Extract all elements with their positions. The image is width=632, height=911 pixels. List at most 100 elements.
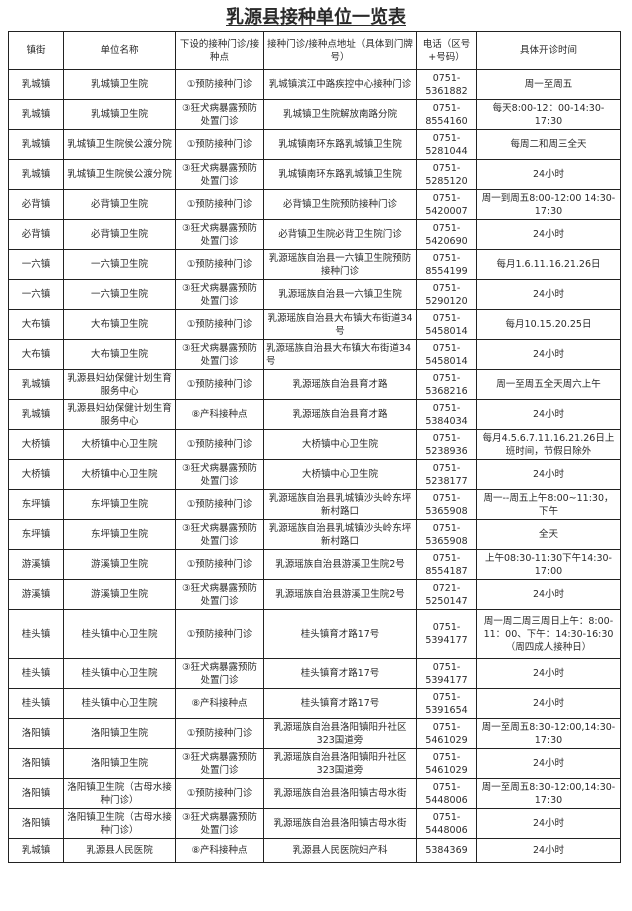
hours-cell: 每月4.5.6.7.11.16.21.26日上班时间，节假日除外 xyxy=(476,429,621,460)
phone-cell: 0751-5365908 xyxy=(416,489,477,520)
address-cell: 桂头镇育才路17号 xyxy=(263,688,417,719)
town-cell: 乳城镇 xyxy=(8,69,64,100)
unit-name-cell: 东坪镇卫生院 xyxy=(63,489,176,520)
town-cell: 必背镇 xyxy=(8,219,64,250)
clinic-cell: ③狂犬病暴露预防处置门诊 xyxy=(175,99,264,130)
clinic-cell: ③狂犬病暴露预防处置门诊 xyxy=(175,519,264,550)
town-cell: 必背镇 xyxy=(8,189,64,220)
town-cell: 乳城镇 xyxy=(8,159,64,190)
table-row: 必背镇 必背镇卫生院 ③狂犬病暴露预防处置门诊 必背镇卫生院必背卫生院门诊 0751-5… xyxy=(8,219,621,250)
unit-name-cell: 洛阳镇卫生院（古母水接种门诊） xyxy=(63,778,176,809)
hours-cell: 24小时 xyxy=(476,748,621,779)
unit-name-cell: 洛阳镇卫生院 xyxy=(63,718,176,749)
town-cell: 乳城镇 xyxy=(8,129,64,160)
unit-name-cell: 大布镇卫生院 xyxy=(63,309,176,340)
town-cell: 大桥镇 xyxy=(8,429,64,460)
hours-cell: 上午08:30-11:30下午14:30-17:00 xyxy=(476,549,621,580)
hours-cell: 每天8:00-12：00-14:30-17:30 xyxy=(476,99,621,130)
phone-cell: 0751-5368216 xyxy=(416,369,477,400)
town-cell: 大布镇 xyxy=(8,309,64,340)
town-cell: 乳城镇 xyxy=(8,99,64,130)
unit-name-cell: 桂头镇中心卫生院 xyxy=(63,609,176,659)
table-row: 桂头镇 桂头镇中心卫生院 ③狂犬病暴露预防处置门诊 桂头镇育才路17号 0751-539… xyxy=(8,658,621,689)
address-cell: 乳源瑶族自治县育才路 xyxy=(263,399,417,430)
town-cell: 乳城镇 xyxy=(8,838,64,863)
town-cell: 大布镇 xyxy=(8,339,64,370)
unit-name-cell: 乳城镇卫生院 xyxy=(63,69,176,100)
phone-cell: 0751-5365908 xyxy=(416,519,477,550)
clinic-cell: ③狂犬病暴露预防处置门诊 xyxy=(175,658,264,689)
unit-name-cell: 乳城镇卫生院侯公渡分院 xyxy=(63,159,176,190)
phone-cell: 0751-5394177 xyxy=(416,609,477,659)
table-row: 游溪镇 游溪镇卫生院 ③狂犬病暴露预防处置门诊 乳源瑶族自治县游溪卫生院2号 0721-… xyxy=(8,579,621,610)
hours-cell: 周一--周五上午8:00~11:30，下午 xyxy=(476,489,621,520)
address-cell: 桂头镇育才路17号 xyxy=(263,609,417,659)
unit-name-cell: 乳城镇卫生院 xyxy=(63,99,176,130)
clinic-cell: ①预防接种门诊 xyxy=(175,249,264,280)
table-row: 游溪镇 游溪镇卫生院 ①预防接种门诊 乳源瑶族自治县游溪卫生院2号 0751-85541… xyxy=(8,549,621,580)
table-row: 洛阳镇 洛阳镇卫生院（古母水接种门诊） ③狂犬病暴露预防处置门诊 乳源瑶族自治县洛阳镇… xyxy=(8,808,621,839)
unit-name-cell: 洛阳镇卫生院（古母水接种门诊） xyxy=(63,808,176,839)
address-cell: 大桥镇中心卫生院 xyxy=(263,459,417,490)
table-row: 洛阳镇 洛阳镇卫生院 ①预防接种门诊 乳源瑶族自治县洛阳镇阳升社区323国道旁 0751… xyxy=(8,718,621,749)
address-cell: 大桥镇中心卫生院 xyxy=(263,429,417,460)
phone-cell: 0751-5461029 xyxy=(416,748,477,779)
town-cell: 游溪镇 xyxy=(8,549,64,580)
table-row: 大布镇 大布镇卫生院 ③狂犬病暴露预防处置门诊 乳源瑶族自治县大布镇大布街道34号 07… xyxy=(8,339,621,370)
column-header-address: 接种门诊/接种点地址（具体到门牌号） xyxy=(263,31,417,70)
column-header-town: 镇街 xyxy=(8,31,64,70)
hours-cell: 周一至周五全天周六上午 xyxy=(476,369,621,400)
address-cell: 乳源瑶族自治县一六镇卫生院预防接种门诊 xyxy=(263,249,417,280)
unit-name-cell: 大布镇卫生院 xyxy=(63,339,176,370)
unit-name-cell: 桂头镇中心卫生院 xyxy=(63,658,176,689)
town-cell: 乳城镇 xyxy=(8,369,64,400)
address-cell: 乳源瑶族自治县大布镇大布街道34号 xyxy=(263,309,417,340)
clinic-cell: ③狂犬病暴露预防处置门诊 xyxy=(175,159,264,190)
hours-cell: 24小时 xyxy=(476,579,621,610)
address-cell: 乳源瑶族自治县游溪卫生院2号 xyxy=(263,579,417,610)
address-cell: 必背镇卫生院必背卫生院门诊 xyxy=(263,219,417,250)
phone-cell: 0751-5458014 xyxy=(416,309,477,340)
table-header-row: 镇街 单位名称 下设的接种门诊/接种点 接种门诊/接种点地址（具体到门牌号） 电… xyxy=(8,31,621,70)
table-row: 大桥镇 大桥镇中心卫生院 ③狂犬病暴露预防处置门诊 大桥镇中心卫生院 0751-5238… xyxy=(8,459,621,490)
clinic-cell: ⑧产科接种点 xyxy=(175,399,264,430)
phone-cell: 0751-5394177 xyxy=(416,658,477,689)
phone-cell: 0751-8554160 xyxy=(416,99,477,130)
unit-name-cell: 乳城镇卫生院侯公渡分院 xyxy=(63,129,176,160)
hours-cell: 周一周二周三周日上午：8:00-11：00、下午：14:30-16:30（周四成… xyxy=(476,609,621,659)
clinic-cell: ③狂犬病暴露预防处置门诊 xyxy=(175,579,264,610)
clinic-cell: ①预防接种门诊 xyxy=(175,778,264,809)
address-cell: 乳源瑶族自治县洛阳镇古母水街 xyxy=(263,778,417,809)
hours-cell: 24小时 xyxy=(476,688,621,719)
address-cell: 乳源瑶族自治县游溪卫生院2号 xyxy=(263,549,417,580)
hours-cell: 24小时 xyxy=(476,159,621,190)
hours-cell: 24小时 xyxy=(476,658,621,689)
clinic-cell: ③狂犬病暴露预防处置门诊 xyxy=(175,339,264,370)
town-cell: 一六镇 xyxy=(8,249,64,280)
phone-cell: 0751-5391654 xyxy=(416,688,477,719)
clinic-cell: ③狂犬病暴露预防处置门诊 xyxy=(175,808,264,839)
phone-cell: 0751-5461029 xyxy=(416,718,477,749)
column-header-phone: 电话（区号+号码） xyxy=(416,31,477,70)
hours-cell: 周一至周五 xyxy=(476,69,621,100)
town-cell: 东坪镇 xyxy=(8,519,64,550)
clinic-cell: ③狂犬病暴露预防处置门诊 xyxy=(175,219,264,250)
hours-cell: 周一到周五8:00-12:00 14:30-17:30 xyxy=(476,189,621,220)
phone-cell: 0751-5238177 xyxy=(416,459,477,490)
table-row: 乳城镇 乳城镇卫生院 ③狂犬病暴露预防处置门诊 乳城镇卫生院解放南路分院 0751-85… xyxy=(8,99,621,130)
address-cell: 乳城镇南环东路乳城镇卫生院 xyxy=(263,129,417,160)
table-row: 乳城镇 乳源县妇幼保健计划生育服务中心 ①预防接种门诊 乳源瑶族自治县育才路 0751-… xyxy=(8,369,621,400)
address-cell: 必背镇卫生院预防接种门诊 xyxy=(263,189,417,220)
table-row: 大桥镇 大桥镇中心卫生院 ①预防接种门诊 大桥镇中心卫生院 0751-5238936 每月… xyxy=(8,429,621,460)
table-row: 桂头镇 桂头镇中心卫生院 ⑧产科接种点 桂头镇育才路17号 0751-5391654 24… xyxy=(8,688,621,719)
clinic-cell: ①预防接种门诊 xyxy=(175,129,264,160)
address-cell: 乳源瑶族自治县育才路 xyxy=(263,369,417,400)
phone-cell: 0751-5384034 xyxy=(416,399,477,430)
address-cell: 乳源瑶族自治县一六镇卫生院 xyxy=(263,279,417,310)
address-cell: 乳源瑶族自治县乳城镇沙头岭东坪新村路口 xyxy=(263,519,417,550)
column-header-hours: 具体开诊时间 xyxy=(476,31,621,70)
title-text: 乳源县接种单位一览表 xyxy=(226,7,406,28)
table-row: 乳城镇 乳源县妇幼保健计划生育服务中心 ⑧产科接种点 乳源瑶族自治县育才路 0751-5… xyxy=(8,399,621,430)
phone-cell: 0751-8554199 xyxy=(416,249,477,280)
table-row: 洛阳镇 洛阳镇卫生院（古母水接种门诊） ①预防接种门诊 乳源瑶族自治县洛阳镇古母水街 0… xyxy=(8,778,621,809)
